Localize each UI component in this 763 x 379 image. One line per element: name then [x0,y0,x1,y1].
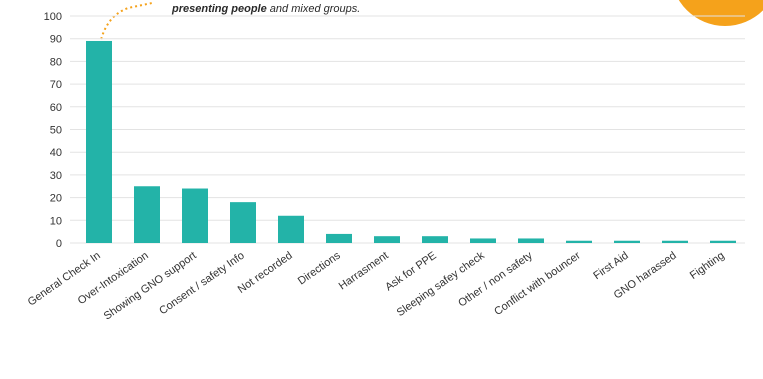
y-tick-label: 100 [44,11,62,23]
bar [374,236,400,243]
x-tick-label: First Aid [591,250,630,283]
chart-caption: presenting people and mixed groups. [172,3,360,15]
x-axis-ticks: General Check InOver-IntoxicationShowing… [26,249,727,322]
y-tick-label: 0 [56,238,62,250]
x-tick-label: Consent / safety Info [157,250,247,318]
x-tick-label: Conflict with bouncer [492,249,583,318]
y-tick-label: 20 [50,193,62,205]
bar [422,236,448,243]
y-tick-label: 40 [50,147,62,159]
bar [182,188,208,243]
callout-dotted-line [99,2,153,45]
bar [230,202,256,243]
x-tick-label: Directions [296,249,343,287]
bar [614,240,640,243]
bars [86,40,736,243]
bar [134,186,160,243]
caption-rest-text: and mixed groups. [266,3,361,15]
y-tick-label: 70 [50,79,62,91]
bar [566,240,592,243]
y-tick-label: 80 [50,56,62,68]
x-tick-label: Harrasment [337,250,391,293]
bar [86,40,112,243]
bar [470,238,496,243]
x-tick-label: Showing GNO support [102,250,199,323]
bar [518,238,544,243]
y-tick-label: 10 [50,215,62,227]
bar [278,215,304,243]
gridlines [70,15,745,244]
accent-circle [678,0,763,26]
y-tick-label: 60 [50,102,62,114]
bar [710,240,736,243]
caption-bold-text: presenting people [172,3,267,15]
y-axis-ticks: 0 10 20 30 40 50 60 70 80 90 100 [44,11,62,250]
y-tick-label: 30 [50,170,62,182]
bar [326,233,352,243]
x-tick-label: Sleeping safey check [395,249,487,319]
y-tick-label: 50 [50,125,62,137]
y-tick-label: 90 [50,34,62,46]
bar [662,240,688,243]
x-tick-label: Fighting [688,250,727,282]
